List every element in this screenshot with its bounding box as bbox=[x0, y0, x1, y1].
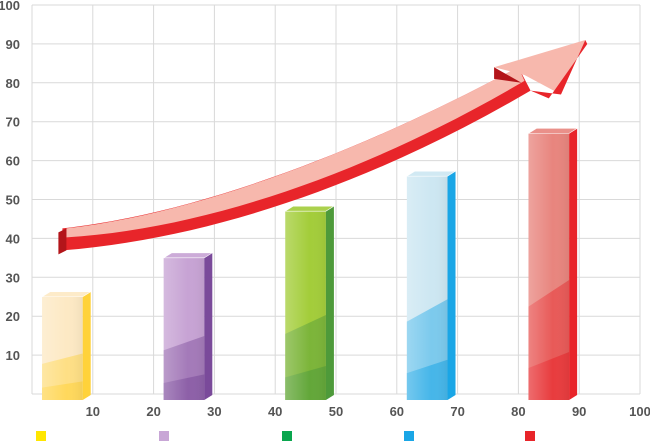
bar bbox=[405, 170, 457, 400]
y-tick-label: 90 bbox=[6, 37, 20, 52]
arrow-head-edge bbox=[494, 67, 522, 83]
y-tick-label: 100 bbox=[0, 0, 20, 13]
bar bbox=[527, 128, 579, 400]
bar-shine bbox=[163, 257, 205, 400]
bar-top bbox=[162, 252, 214, 259]
x-tick-label: 80 bbox=[511, 404, 525, 419]
arrow-head-side bbox=[530, 40, 588, 99]
x-tick-label: 30 bbox=[207, 404, 221, 419]
legend-swatch bbox=[404, 431, 414, 441]
bars bbox=[41, 128, 579, 400]
y-tick-label: 10 bbox=[6, 348, 20, 363]
bar-shine bbox=[528, 133, 570, 400]
x-tick-label: 90 bbox=[572, 404, 586, 419]
bar-side bbox=[325, 206, 334, 400]
bar-side bbox=[447, 171, 456, 400]
x-tick-label: 100 bbox=[629, 404, 650, 419]
bar-top bbox=[527, 128, 579, 134]
legend-swatch bbox=[525, 431, 535, 441]
y-tick-label: 40 bbox=[6, 231, 20, 246]
bar bbox=[284, 205, 335, 400]
legend-swatch bbox=[36, 431, 46, 441]
bar-side bbox=[204, 252, 213, 400]
x-tick-label: 40 bbox=[268, 404, 282, 419]
bar-top bbox=[284, 205, 335, 212]
y-tick-label: 70 bbox=[6, 115, 20, 130]
y-axis-ticks: 10 20 30 40 50 60 70 80 90 100 bbox=[0, 0, 20, 363]
y-tick-label: 60 bbox=[6, 154, 20, 169]
legend bbox=[36, 431, 535, 441]
y-tick-label: 20 bbox=[6, 309, 20, 324]
legend-swatch bbox=[282, 431, 292, 441]
y-tick-label: 80 bbox=[6, 76, 20, 91]
y-tick-label: 50 bbox=[6, 193, 20, 208]
bar bbox=[41, 291, 92, 400]
bar bbox=[162, 252, 214, 400]
bar-shine bbox=[406, 176, 448, 400]
bar-top bbox=[41, 291, 92, 298]
bar-side bbox=[82, 291, 91, 400]
legend-swatch bbox=[159, 431, 169, 441]
trend-arrow bbox=[58, 40, 588, 255]
bar-shine bbox=[285, 211, 326, 400]
bar-side bbox=[569, 128, 578, 400]
x-tick-label: 50 bbox=[329, 404, 343, 419]
arrow-tail bbox=[58, 228, 67, 255]
x-axis-ticks: 10 20 30 40 50 60 70 80 90 100 bbox=[86, 404, 650, 419]
x-tick-label: 20 bbox=[146, 404, 160, 419]
y-tick-label: 30 bbox=[6, 270, 20, 285]
x-tick-label: 70 bbox=[450, 404, 464, 419]
x-tick-label: 10 bbox=[86, 404, 100, 419]
bar-shine bbox=[42, 296, 83, 400]
x-tick-label: 60 bbox=[390, 404, 404, 419]
bar-top bbox=[405, 170, 457, 177]
